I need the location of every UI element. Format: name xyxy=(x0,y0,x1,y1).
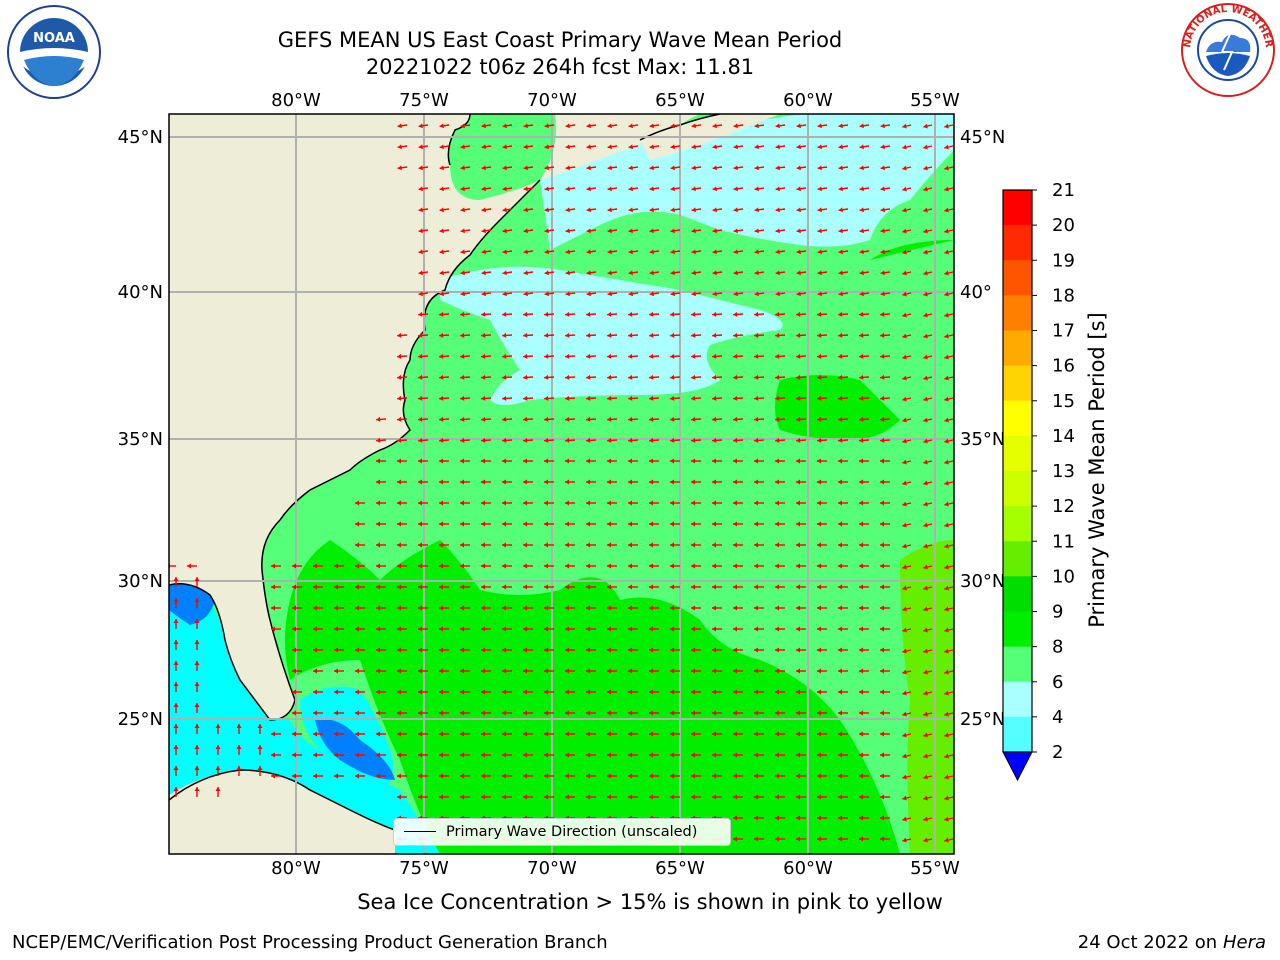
colorbar-segment xyxy=(1003,716,1032,753)
colorbar-segment xyxy=(1003,365,1032,402)
lon-tick-top: 75°W xyxy=(399,90,449,111)
colorbar-tick-label: 11 xyxy=(1052,531,1075,552)
colorbar-tick-label: 2 xyxy=(1052,742,1063,763)
colorbar-segment xyxy=(1003,611,1032,648)
colorbar-extend-arrow xyxy=(1002,751,1033,782)
credit-line: NCEP/EMC/Verification Post Processing Pr… xyxy=(12,932,608,953)
sea-ice-note: Sea Ice Concentration > 15% is shown in … xyxy=(357,890,943,914)
lat-tick-left: 35°N xyxy=(118,429,163,450)
nws-logo: NATIONAL WEATHER SERVICE xyxy=(1176,0,1275,97)
colorbar-tick-label: 15 xyxy=(1052,391,1075,412)
colorbar-tick-label: 12 xyxy=(1052,496,1075,517)
lat-tick-right: 30°N xyxy=(960,571,1005,592)
colorbar-tick-label: 6 xyxy=(1052,672,1063,693)
colorbar-tick-label: 9 xyxy=(1052,602,1063,623)
colorbar-segment xyxy=(1003,541,1032,577)
green-zone-northeast xyxy=(775,375,900,440)
colorbar-segment xyxy=(1003,646,1032,683)
lon-tick-top: 80°W xyxy=(271,90,321,111)
lat-tick-left: 40°N xyxy=(118,282,163,303)
host-name: Hera xyxy=(1222,932,1266,953)
chart-subtitle: 20221022 t06z 264h fcst Max: 11.81 xyxy=(365,55,755,79)
colorbar-tick-label: 19 xyxy=(1052,250,1075,271)
colorbar-tick-label: 17 xyxy=(1052,321,1075,342)
colorbar-tick-label: 4 xyxy=(1052,707,1063,728)
light-cyan-zone-north xyxy=(540,114,954,250)
colorbar-tick-label: 14 xyxy=(1052,426,1075,447)
green-zone-east xyxy=(285,240,954,854)
colorbar-tick-label: 21 xyxy=(1052,180,1075,201)
land-cuba xyxy=(169,770,395,854)
colorbar-segment xyxy=(1003,225,1032,261)
colorbar-segment xyxy=(1003,190,1032,226)
lon-tick-top: 60°W xyxy=(783,90,833,111)
lon-tick-bottom: 80°W xyxy=(271,858,321,879)
colorbar-tick-label: 8 xyxy=(1052,637,1063,658)
gulf-blue-zone xyxy=(169,582,215,625)
colorbar-tick-label: 18 xyxy=(1052,285,1075,306)
colorbar-label: Primary Wave Mean Period [s] xyxy=(1085,312,1109,628)
lat-tick-right: 35°N xyxy=(960,429,1005,450)
lat-tick-left: 45°N xyxy=(118,127,163,148)
colorbar-segment xyxy=(1003,400,1032,437)
colorbar: 21 20 19 18 17 16 15 14 13 12 11 10 9 8 6 4 2 xyxy=(1002,180,1075,782)
lat-tick-right: 40° xyxy=(960,282,992,303)
colorbar-segment xyxy=(1003,506,1032,542)
colorbar-segment xyxy=(1003,576,1032,612)
svg-text:NOAA: NOAA xyxy=(33,31,75,46)
lon-tick-top: 55°W xyxy=(910,90,960,111)
map-legend: Primary Wave Direction (unscaled) xyxy=(393,818,731,846)
lon-tick-bottom: 70°W xyxy=(527,858,577,879)
colorbar-segment xyxy=(1003,295,1032,331)
colorbar-segment xyxy=(1003,471,1032,507)
colorbar-segment xyxy=(1003,330,1032,367)
colorbar-segment xyxy=(1003,435,1032,472)
chart-title: GEFS MEAN US East Coast Primary Wave Mea… xyxy=(277,28,843,52)
colorbar-segment xyxy=(1003,260,1032,296)
map-frame xyxy=(168,113,955,855)
colorbar-tick-label: 16 xyxy=(1052,356,1075,377)
land-north-america xyxy=(169,114,700,720)
lon-tick-top: 65°W xyxy=(655,90,705,111)
green-zone-southeast-yellowgreen xyxy=(900,540,954,854)
wave-direction-arrows xyxy=(169,123,954,843)
lat-tick-right: 25°N xyxy=(960,709,1005,730)
noaa-logo: NOAA xyxy=(7,5,101,99)
lat-tick-right: 45°N xyxy=(960,127,1005,148)
lon-tick-top: 70°W xyxy=(527,90,577,111)
legend-label: Primary Wave Direction (unscaled) xyxy=(446,824,698,840)
lon-tick-bottom: 60°W xyxy=(783,858,833,879)
colorbar-tick-label: 13 xyxy=(1052,461,1075,482)
legend-line-swatch xyxy=(404,831,436,832)
lon-tick-bottom: 55°W xyxy=(910,858,960,879)
lat-tick-left: 30°N xyxy=(118,571,163,592)
lon-tick-bottom: 75°W xyxy=(399,858,449,879)
colorbar-segment xyxy=(1003,681,1032,718)
colorbar-tick-label: 10 xyxy=(1052,566,1075,587)
lon-tick-bottom: 65°W xyxy=(655,858,705,879)
date-line: 24 Oct 2022 on Hera xyxy=(1077,932,1266,953)
lat-tick-left: 25°N xyxy=(118,709,163,730)
colorbar-tick-label: 20 xyxy=(1052,215,1075,236)
